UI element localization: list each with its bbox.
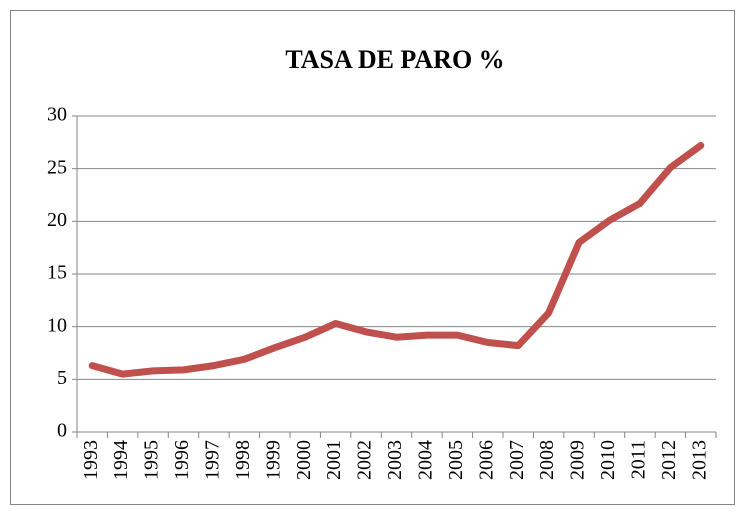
x-tick-label: 2001 <box>323 440 345 480</box>
x-tick-label: 2010 <box>597 440 619 480</box>
data-line <box>88 142 705 378</box>
x-tick-label: 1998 <box>232 440 254 480</box>
x-tick-label: 1999 <box>262 440 284 480</box>
x-tick-label: 2000 <box>293 440 315 480</box>
x-tick-label: 2002 <box>354 440 376 480</box>
x-tick-label: 1997 <box>202 440 224 480</box>
y-tick-label: 10 <box>47 314 67 336</box>
x-tick-label: 1996 <box>171 440 193 480</box>
x-tick-label: 2006 <box>475 440 497 480</box>
x-tick-label: 2007 <box>506 440 528 480</box>
x-tick-label: 2011 <box>628 440 650 479</box>
y-tick-label: 15 <box>47 262 67 284</box>
y-tick-label: 25 <box>47 156 67 178</box>
x-tick-label: 2005 <box>445 440 467 480</box>
x-tick-label: 2009 <box>567 440 589 480</box>
y-tick-label: 20 <box>47 209 67 231</box>
x-tick-label: 2008 <box>536 440 558 480</box>
x-tick-label: 2012 <box>658 440 680 480</box>
x-tick-label: 2004 <box>415 440 437 480</box>
y-tick-label: 5 <box>57 367 67 389</box>
x-tick-label: 1993 <box>80 440 102 480</box>
x-tick-label: 1994 <box>110 440 132 480</box>
x-tick-label: 1995 <box>141 440 163 480</box>
chart-frame <box>10 10 735 505</box>
x-tick-label: 2003 <box>384 440 406 480</box>
y-tick-label: 0 <box>57 420 67 442</box>
y-tick-label: 30 <box>47 104 67 126</box>
chart-title: TASA DE PARO % <box>285 45 504 74</box>
x-tick-label: 2013 <box>688 440 710 480</box>
